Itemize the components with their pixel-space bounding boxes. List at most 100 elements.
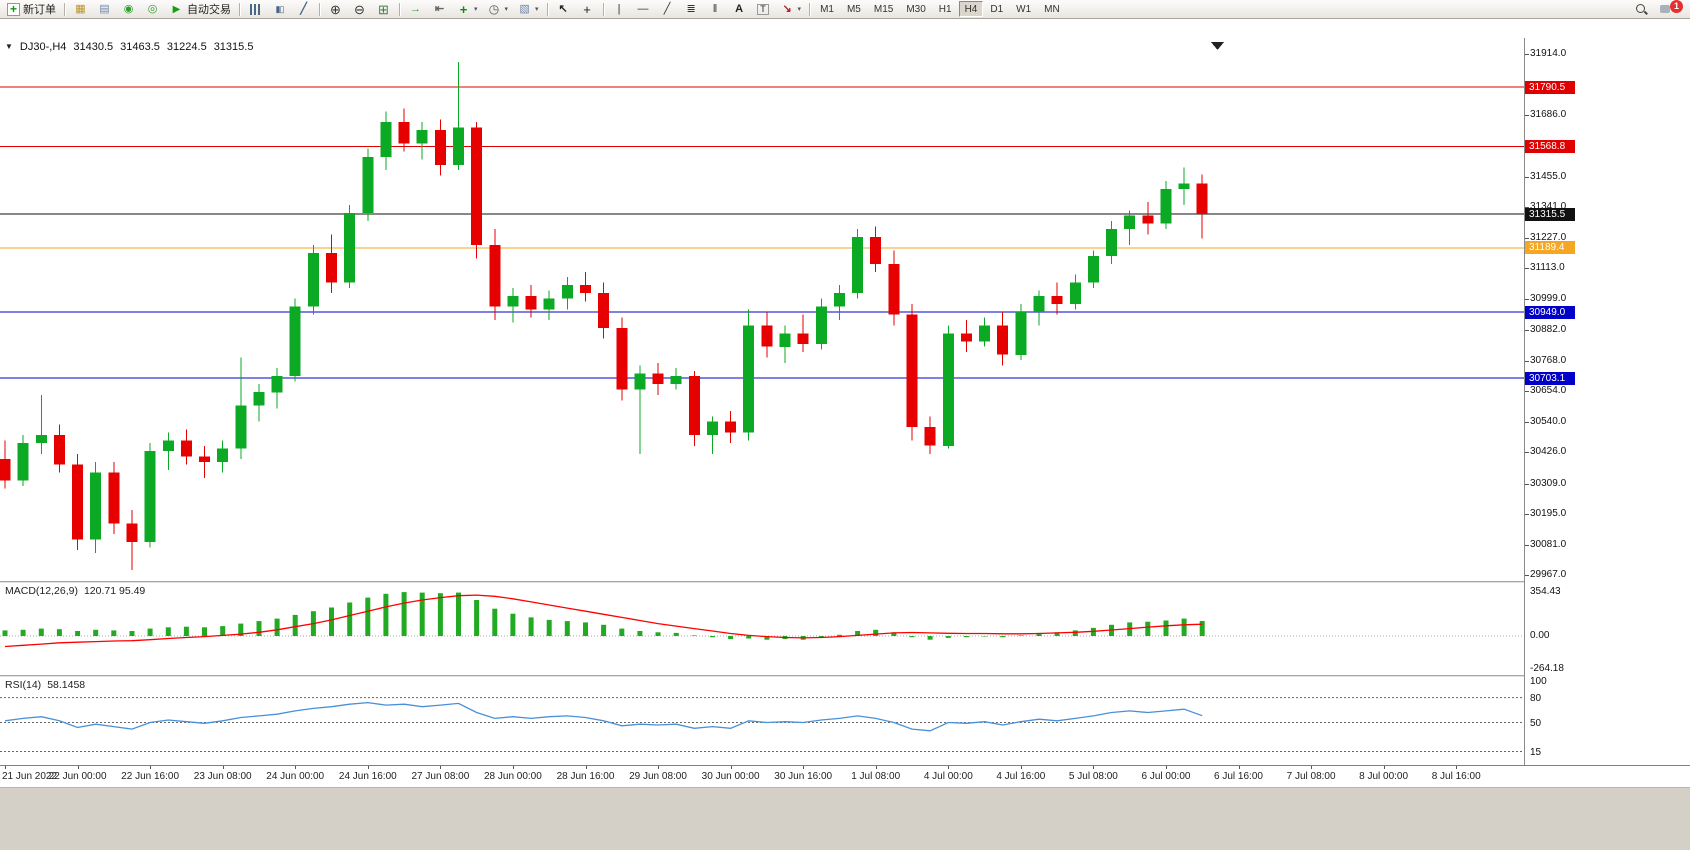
candlestick-chart-button[interactable] [268,1,291,18]
macd-info: MACD(12,26,9) 120.71 95.49 [5,585,145,597]
trendline-button[interactable] [656,1,679,18]
timeframe-d1-button[interactable]: D1 [984,1,1009,17]
macd-histogram-bar [945,636,951,638]
fibonacci-button[interactable] [680,1,703,18]
rsi-line [4,701,1203,732]
new-order-icon [7,2,20,16]
profiles-button[interactable] [93,1,116,18]
navigator-button[interactable] [141,1,164,18]
price-axis[interactable]: 31914.0 31686.0 31455.0 31341.0 31227.0 31113… [1524,38,1690,765]
price-tick-label: 31113.0 [1530,262,1565,274]
zoom-in-button[interactable] [324,1,347,18]
timeframe-w1-button[interactable]: W1 [1010,1,1037,17]
rsi-panel[interactable] [0,677,1524,765]
bull-candle [779,325,791,363]
price-tick-label: 31227.0 [1530,231,1567,243]
text-label-button[interactable] [752,1,775,18]
bear-candle [761,312,773,358]
text-button[interactable] [728,1,751,18]
macd-histogram-bar [764,636,770,640]
notifications-button[interactable]: 1 [1653,0,1687,18]
cursor-button[interactable] [552,1,575,18]
bull-candle [289,298,301,382]
macd-histogram-bar [655,632,661,636]
bull-candle [670,368,682,390]
indicators-button[interactable]: ▾ [452,1,482,18]
bear-candle [870,226,882,272]
macd-panel[interactable] [0,583,1524,675]
timeframe-m1-button[interactable]: M1 [814,1,840,17]
price-tick-label: 31341.0 [1530,201,1566,212]
vertical-line-button[interactable] [608,1,631,18]
time-tick-label: 30 Jun 16:00 [774,771,833,782]
timeframe-m30-button[interactable]: M30 [900,1,931,17]
chart-shift-icon [432,2,447,17]
bar-chart-button[interactable] [244,1,267,18]
macd-histogram-bar [855,631,861,636]
rsi-scale-label: 80 [1530,692,1542,704]
bear-candle [434,119,446,176]
bear-candle [180,429,192,465]
timeframe-h1-button[interactable]: H1 [933,1,958,17]
periods-button[interactable]: ▾ [483,1,513,18]
horizontal-line-button[interactable] [632,1,655,18]
candlestick-chart[interactable] [0,38,1524,582]
timeframe-m5-button[interactable]: M5 [841,1,867,17]
templates-button[interactable]: ▾ [513,1,543,18]
cycle-lines-icon [708,2,723,17]
rsi-panel-divider[interactable] [0,675,1690,677]
bear-candle [598,282,610,339]
periods-icon [487,2,502,17]
macd-label: MACD(12,26,9) [5,585,78,597]
time-tick-label: 27 Jun 08:00 [411,771,470,782]
bull-candle [507,287,519,323]
time-axis[interactable]: 21 Jun 2022 22 Jun 00:00 22 Jun 16:00 23 Ju… [0,765,1690,787]
line-chart-button[interactable] [292,1,315,18]
bull-candle [380,111,392,171]
search-button[interactable] [1630,1,1652,18]
low-value: 31224.5 [166,41,207,53]
macd-histogram-bar [456,592,461,636]
templates-icon [517,2,532,17]
price-tick-label: 30540.0 [1530,415,1567,427]
price-tick-label: 30081.0 [1530,538,1567,550]
macd-signal-line [4,594,1203,648]
new-order-button[interactable]: 新订单 [3,1,60,18]
price-tick-label: 31686.0 [1530,109,1567,120]
macd-histogram-bar [1000,636,1006,638]
crosshair-button[interactable] [576,1,599,18]
text-label-icon [756,2,771,17]
timeframe-h4-button[interactable]: H4 [958,1,984,17]
tile-windows-button[interactable] [372,1,395,18]
arrows-button[interactable]: ▾ [776,1,806,18]
autotrading-button[interactable]: 自动交易 [165,1,235,18]
auto-scroll-icon [408,2,423,17]
macd-histogram-bar [619,628,625,636]
bull-candle [1124,210,1136,246]
macd-histogram-bar [274,618,280,636]
chart-shift-marker[interactable] [1211,42,1224,50]
macd-panel-divider[interactable] [0,581,1690,583]
market-watch-button[interactable] [117,1,140,18]
macd-scale-label: 354.43 [1530,586,1561,598]
macd-histogram-bar [365,597,371,636]
chart-shift-button[interactable] [428,1,451,18]
auto-scroll-button[interactable] [404,1,427,18]
macd-histogram-bar [437,593,443,636]
timeframe-m15-button[interactable]: M15 [868,1,899,17]
one-click-trading-toggle[interactable]: ▼ [5,42,13,51]
price-badge-31568.8: 31568.8 [1525,139,1575,153]
time-tick-label: 4 Jul 00:00 [923,771,973,782]
dropdown-arrow-icon: ▾ [474,6,478,13]
bear-candle [688,370,700,446]
price-badge-30949.0: 30949.0 [1525,305,1575,319]
zoom-out-button[interactable] [348,1,371,18]
toolbar-separator [319,2,320,16]
rsi-label: RSI(14) [5,679,42,691]
new-chart-button[interactable] [69,1,92,18]
cycle-lines-button[interactable] [704,1,727,18]
horizontal-line-icon [636,2,651,17]
timeframe-mn-button[interactable]: MN [1038,1,1066,17]
time-tick-label: 24 Jun 00:00 [266,771,325,782]
